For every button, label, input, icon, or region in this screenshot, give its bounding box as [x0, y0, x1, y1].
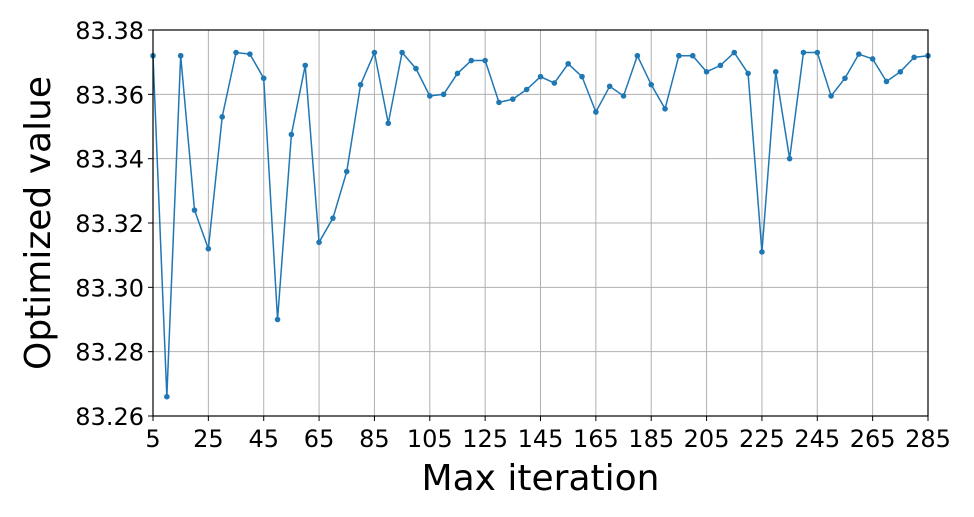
y-axis-ticks: 83.26 83.28 83.30 83.32 83.34 83.36 83.38	[75, 17, 153, 431]
data-point	[759, 249, 765, 255]
data-point	[233, 49, 239, 56]
data-point	[606, 83, 613, 90]
data-point	[565, 60, 571, 67]
data-point	[883, 78, 890, 85]
x-tick-label: 205	[684, 425, 730, 453]
data-point	[676, 52, 682, 59]
data-point	[191, 207, 198, 213]
x-tick-label: 265	[850, 425, 896, 453]
data-point	[689, 52, 696, 59]
x-tick-label: 165	[573, 425, 619, 453]
y-tick-label: 83.30	[75, 274, 144, 302]
x-tick-label: 5	[145, 425, 160, 453]
data-point	[786, 155, 793, 162]
data-point	[745, 70, 751, 77]
data-point	[468, 57, 475, 64]
data-point	[426, 93, 433, 99]
data-point	[316, 239, 322, 246]
grid	[152, 29, 929, 417]
data-point	[205, 245, 212, 252]
data-point	[662, 106, 668, 112]
x-tick-label: 125	[462, 425, 508, 453]
y-tick-label: 83.34	[75, 146, 144, 174]
data-point	[593, 109, 599, 115]
data-point	[177, 52, 184, 59]
data-point	[288, 131, 295, 138]
series-layer	[150, 49, 931, 400]
data-point	[357, 81, 364, 88]
data-point	[772, 69, 779, 75]
y-axis-label: Optimized value	[18, 76, 59, 370]
data-point	[856, 51, 862, 57]
data-point	[510, 96, 516, 102]
data-point	[537, 73, 544, 80]
data-point	[634, 52, 641, 59]
data-point	[814, 49, 821, 56]
data-point	[869, 56, 876, 62]
x-tick-label: 285	[905, 425, 951, 453]
x-tick-label: 225	[739, 425, 785, 453]
x-tick-label: 65	[304, 425, 335, 453]
x-tick-label: 245	[794, 425, 840, 453]
y-tick-label: 83.28	[75, 339, 144, 367]
data-point	[579, 73, 585, 80]
x-tick-label: 185	[628, 425, 674, 453]
data-point	[800, 49, 807, 56]
data-point	[731, 49, 738, 56]
data-point	[523, 86, 530, 93]
data-point	[399, 49, 405, 56]
data-point	[274, 316, 281, 323]
data-point	[703, 69, 710, 75]
x-tick-label: 25	[193, 425, 224, 453]
data-point	[413, 65, 419, 72]
data-point	[482, 57, 488, 64]
data-point	[219, 114, 225, 120]
x-axis-ticks: 5 25 45 65 85 105 125 145 165 185 205 225 245 265 285	[145, 416, 951, 453]
data-point	[648, 81, 655, 88]
x-tick-label: 45	[248, 425, 279, 453]
y-tick-label: 83.32	[75, 210, 144, 238]
data-point	[842, 75, 848, 82]
data-point	[620, 93, 627, 99]
data-point	[454, 70, 461, 77]
y-tick-label: 83.38	[75, 17, 144, 45]
data-point	[247, 51, 253, 57]
y-tick-label: 83.26	[75, 403, 144, 431]
data-point	[911, 54, 917, 61]
data-point	[385, 120, 392, 127]
x-tick-label: 105	[407, 425, 453, 453]
data-point	[440, 91, 447, 98]
data-point	[551, 80, 558, 86]
data-point	[371, 49, 378, 56]
x-axis-label: Max iteration	[422, 458, 660, 499]
data-point	[343, 168, 350, 175]
x-tick-label: 85	[359, 425, 390, 453]
data-point	[897, 69, 904, 75]
data-point	[164, 393, 170, 400]
data-point	[828, 93, 834, 99]
x-tick-label: 145	[518, 425, 564, 453]
y-tick-label: 83.36	[75, 81, 144, 109]
data-point	[260, 75, 267, 82]
data-point	[330, 215, 336, 221]
data-point	[496, 99, 502, 106]
data-point	[302, 62, 309, 69]
data-point	[717, 62, 724, 69]
